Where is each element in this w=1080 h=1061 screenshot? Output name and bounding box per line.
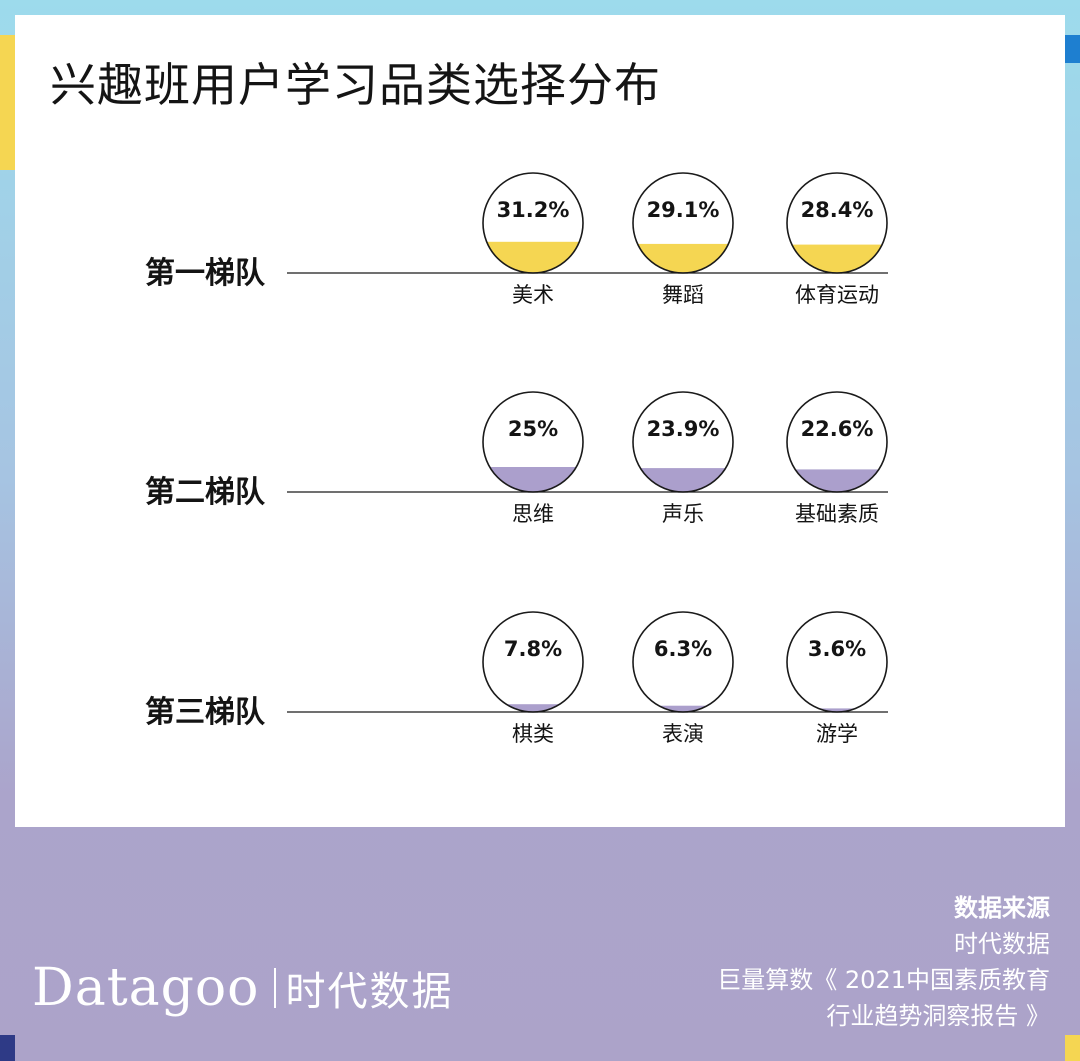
category-label: 棋类 bbox=[512, 722, 554, 746]
value-label: 29.1% bbox=[647, 198, 720, 222]
category-label: 美术 bbox=[512, 283, 554, 307]
chart-card: 兴趣班用户学习品类选择分布 第一梯队 31.2% 美术 29.1% 舞蹈 28.4% 体育运… bbox=[15, 15, 1065, 827]
source-line: 巨量算数《 2021中国素质教育 bbox=[717, 966, 1050, 994]
value-label: 25% bbox=[508, 417, 558, 441]
brand-logo: Datagoo 时代数据 bbox=[32, 953, 454, 1023]
bubble-outline bbox=[632, 611, 734, 713]
source-line: 行业趋势洞察报告 》 bbox=[826, 1002, 1050, 1030]
bubble-fill bbox=[483, 467, 583, 492]
right-yellow-accent bbox=[1065, 1035, 1080, 1061]
category-label: 舞蹈 bbox=[662, 283, 704, 307]
category-label: 声乐 bbox=[662, 502, 704, 526]
category-label: 基础素质 bbox=[795, 502, 879, 526]
category-label: 游学 bbox=[816, 722, 858, 746]
left-yellow-accent bbox=[0, 35, 15, 170]
value-label: 31.2% bbox=[497, 198, 570, 222]
value-label: 22.6% bbox=[801, 417, 874, 441]
brand-divider bbox=[273, 968, 276, 1008]
bubble-outline bbox=[786, 611, 888, 713]
value-label: 23.9% bbox=[647, 417, 720, 441]
left-navy-accent bbox=[0, 1035, 15, 1061]
source-title: 数据来源 bbox=[954, 894, 1050, 922]
page-title: 兴趣班用户学习品类选择分布 bbox=[50, 58, 661, 112]
bubble-fill bbox=[483, 704, 583, 712]
bubble-fill bbox=[787, 469, 887, 492]
value-label: 28.4% bbox=[801, 198, 874, 222]
value-label: 7.8% bbox=[504, 637, 562, 661]
source-line: 时代数据 bbox=[954, 930, 1050, 958]
data-source: 数据来源 时代数据 巨量算数《 2021中国素质教育 行业趋势洞察报告 》 bbox=[630, 890, 1050, 1034]
bubble-fill bbox=[633, 705, 733, 712]
bubble-fill bbox=[633, 468, 733, 492]
right-blue-accent bbox=[1065, 35, 1080, 63]
tier-label: 第三梯队 bbox=[145, 695, 266, 730]
category-label: 表演 bbox=[662, 722, 704, 746]
value-label: 6.3% bbox=[654, 637, 712, 661]
bubble-fill bbox=[787, 708, 887, 712]
tier-label: 第二梯队 bbox=[145, 475, 266, 510]
category-label: 体育运动 bbox=[795, 283, 879, 307]
value-label: 3.6% bbox=[808, 637, 866, 661]
brand-name-en: Datagoo bbox=[32, 958, 260, 1018]
brand-name-cn: 时代数据 bbox=[285, 969, 454, 1015]
tier-label: 第一梯队 bbox=[145, 256, 266, 291]
bubble-outline bbox=[482, 611, 584, 713]
category-label: 思维 bbox=[512, 502, 554, 526]
